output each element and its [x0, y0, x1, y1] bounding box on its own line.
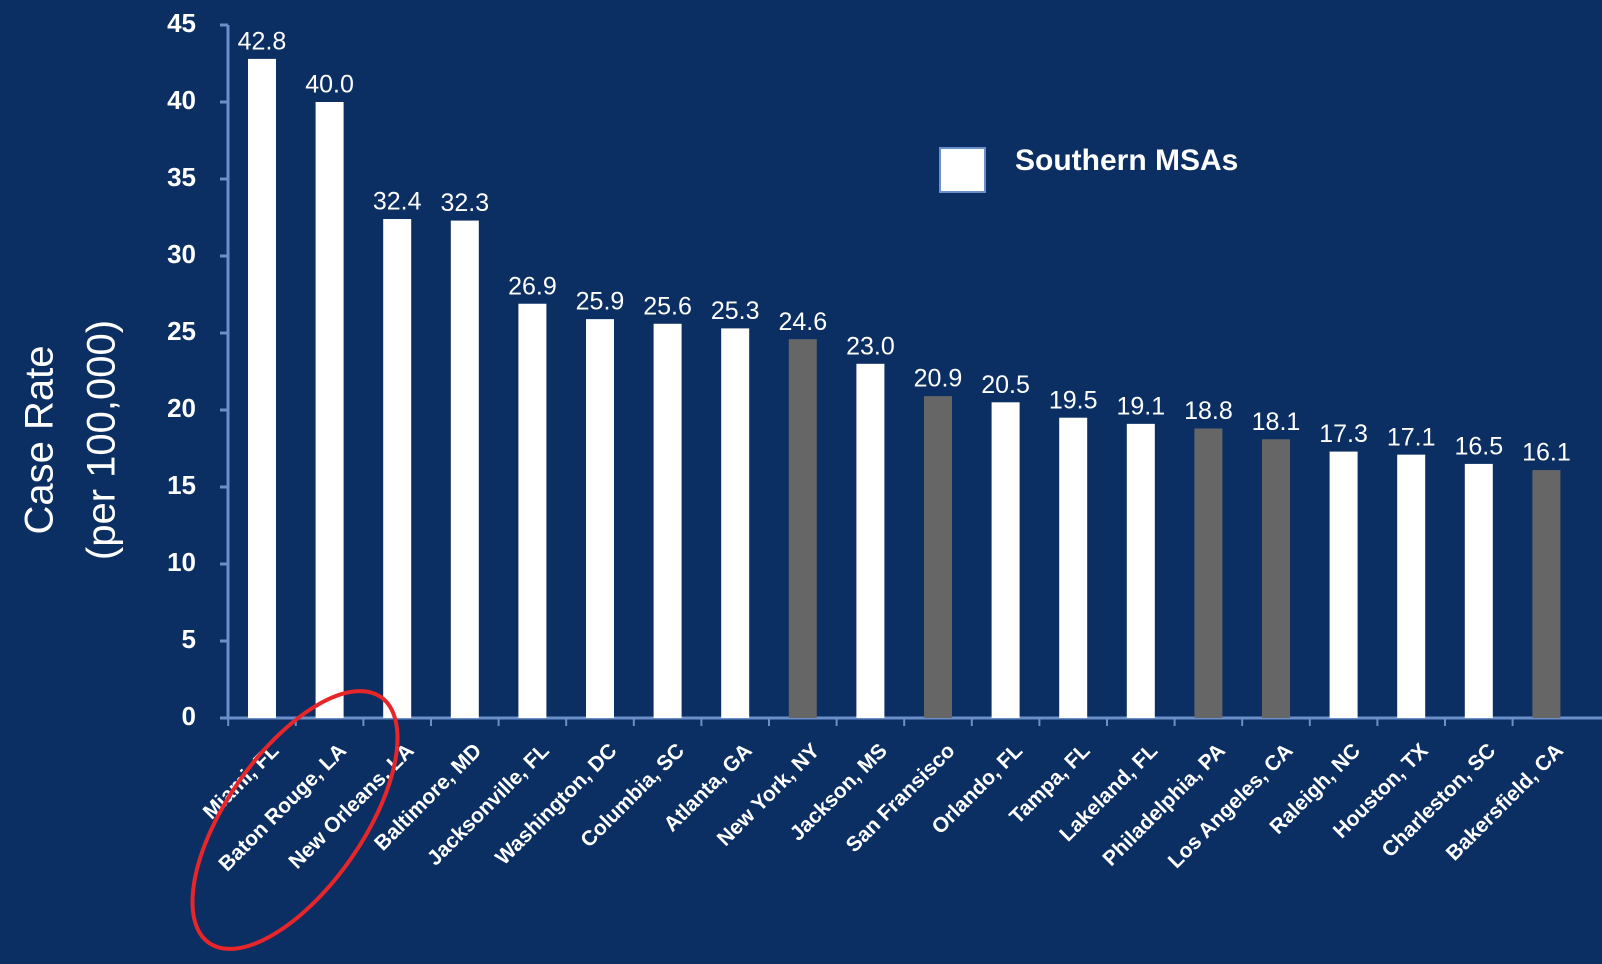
y-tick-label: 30	[167, 239, 196, 269]
bar	[450, 220, 479, 718]
value-label: 16.5	[1454, 433, 1503, 461]
value-label: 25.9	[576, 288, 625, 316]
bar	[248, 58, 276, 718]
bar	[1262, 439, 1290, 718]
value-label: 24.6	[778, 308, 827, 336]
value-label: 18.1	[1252, 408, 1301, 436]
y-tick-label: 35	[167, 162, 196, 192]
bar	[788, 339, 817, 718]
bar	[1397, 454, 1426, 718]
y-tick-label: 45	[167, 8, 196, 38]
value-label: 40.0	[305, 71, 354, 99]
bar	[991, 402, 1020, 718]
y-tick-label: 15	[167, 470, 196, 500]
y-tick-label: 40	[167, 85, 196, 115]
bar	[1194, 428, 1223, 718]
y-tick-label: 10	[167, 547, 196, 577]
value-label: 19.1	[1116, 392, 1165, 420]
bar	[653, 323, 682, 718]
y-tick-label: 0	[182, 701, 196, 731]
value-label: 25.6	[643, 292, 692, 320]
value-label: 42.8	[238, 27, 287, 55]
bar	[1464, 463, 1493, 718]
value-label: 19.5	[1049, 386, 1098, 414]
value-label: 18.8	[1184, 397, 1233, 425]
value-label: 32.3	[440, 189, 489, 217]
y-tick-label: 5	[182, 624, 196, 654]
bar	[721, 328, 750, 718]
value-label: 20.5	[981, 371, 1030, 399]
legend-swatch	[939, 147, 986, 193]
y-axis-title: (per 100,000)	[80, 320, 124, 560]
value-label: 26.9	[508, 272, 557, 300]
value-label: 17.1	[1387, 423, 1436, 451]
bar	[856, 363, 885, 718]
bar	[586, 319, 614, 718]
y-tick-label: 20	[167, 393, 196, 423]
value-label: 23.0	[846, 332, 895, 360]
bar	[1329, 451, 1358, 718]
bar	[1126, 423, 1155, 718]
legend-label: Southern MSAs	[1015, 144, 1238, 177]
y-axis-title: Case Rate	[18, 346, 62, 535]
bar	[924, 396, 952, 718]
highlight-ellipse	[190, 689, 400, 951]
bar	[1059, 417, 1088, 718]
y-tick-label: 25	[167, 316, 196, 346]
bar	[1532, 470, 1561, 718]
value-label: 17.3	[1319, 420, 1368, 448]
value-label: 25.3	[711, 297, 760, 325]
bar	[518, 303, 547, 718]
value-label: 20.9	[914, 365, 963, 393]
value-label: 32.4	[373, 188, 422, 216]
bar	[383, 219, 412, 719]
bar	[315, 102, 344, 718]
value-label: 16.1	[1522, 439, 1571, 467]
